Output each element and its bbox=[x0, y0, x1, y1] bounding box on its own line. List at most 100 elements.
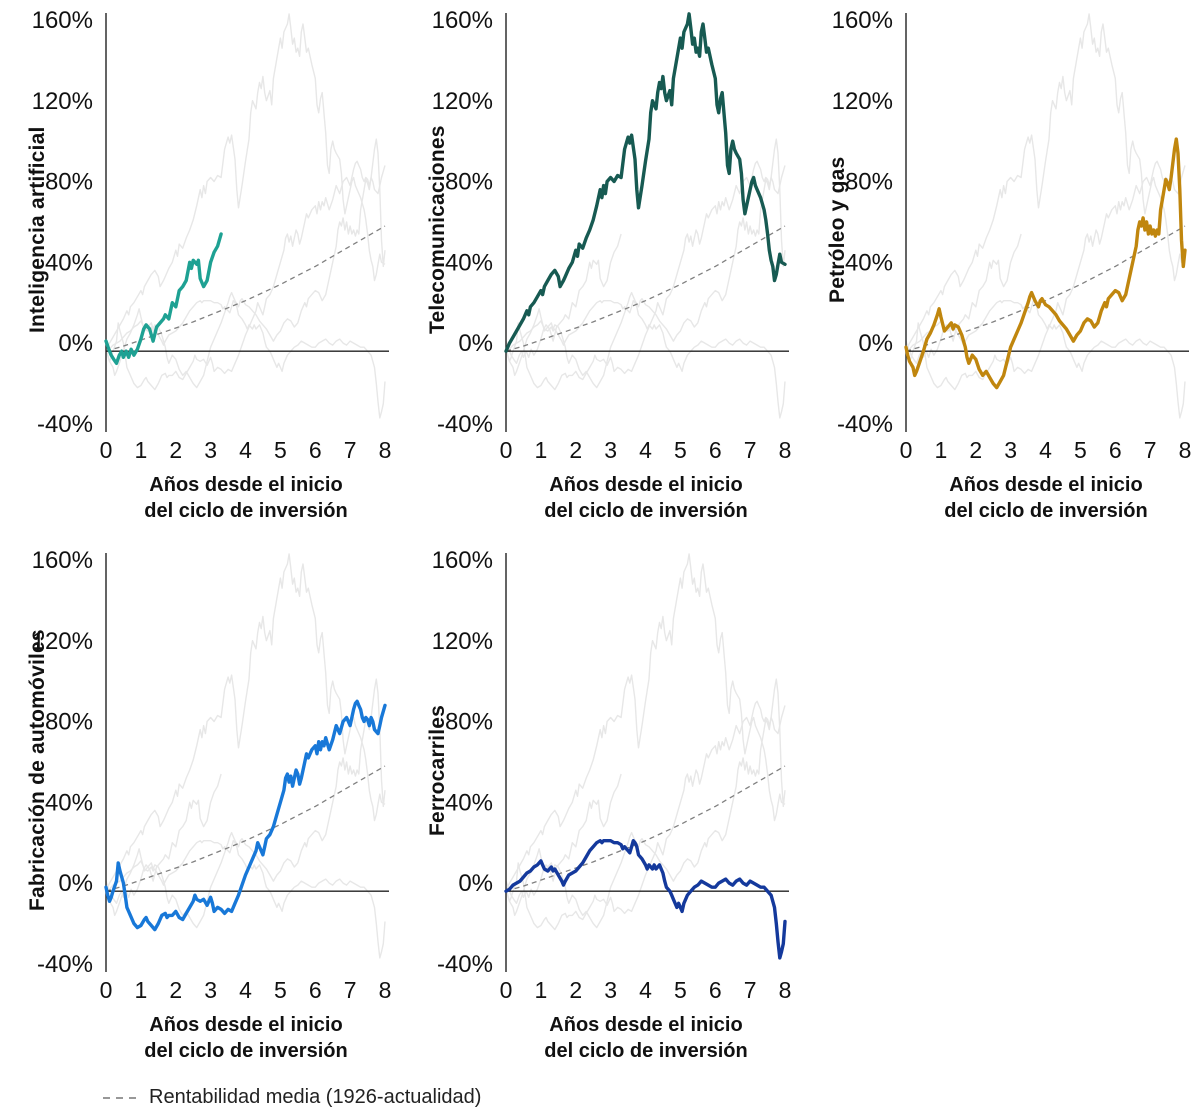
x-tick-label: 8 bbox=[779, 437, 792, 463]
x-tick-label: 8 bbox=[1179, 437, 1192, 463]
y-tick-label: -40% bbox=[37, 951, 93, 978]
x-tick-label: 7 bbox=[744, 977, 757, 1003]
y-tick-label: 160% bbox=[432, 7, 493, 34]
mean-return-line bbox=[505, 765, 786, 892]
ghost-series-line bbox=[505, 700, 786, 931]
y-tick-label: -40% bbox=[37, 411, 93, 438]
x-tick-label: 6 bbox=[309, 437, 322, 463]
mean-return-line bbox=[105, 225, 386, 352]
ghost-series-line bbox=[905, 160, 1186, 391]
ghost-series-line bbox=[105, 160, 386, 391]
sector-series-line bbox=[904, 137, 1187, 390]
y-tick-label: -40% bbox=[437, 411, 493, 438]
ghost-series-line bbox=[505, 138, 786, 389]
x-tick-label: 2 bbox=[169, 977, 182, 1003]
y-tick-label: 80% bbox=[45, 169, 93, 196]
y-tick-label: 40% bbox=[45, 789, 93, 816]
x-tick-label: 8 bbox=[379, 977, 392, 1003]
y-tick-label: 160% bbox=[432, 547, 493, 574]
x-axis-label-line2: del ciclo de inversión bbox=[544, 500, 748, 522]
y-tick-label: 160% bbox=[832, 7, 893, 34]
x-tick-label: 7 bbox=[744, 437, 757, 463]
x-axis-label-line1: Años desde el inicio bbox=[549, 1014, 743, 1036]
x-axis-label-line1: Años desde el inicio bbox=[149, 474, 343, 496]
legend-label: Rentabilidad media (1926-actualidad) bbox=[149, 1086, 482, 1108]
plot-area: 160% 120% 80% 40% 0% -40% 0 1 2 3 4 5 6 7 8 bbox=[432, 7, 792, 463]
x-tick-label: 1 bbox=[935, 437, 948, 463]
sector-series-line bbox=[104, 232, 223, 365]
x-axis-label-line1: Años desde el inicio bbox=[549, 474, 743, 496]
sector-series-line bbox=[504, 839, 787, 960]
ghost-series-line bbox=[105, 138, 386, 389]
x-axis-label-line1: Años desde el inicio bbox=[949, 474, 1143, 496]
x-tick-label: 5 bbox=[274, 977, 287, 1003]
x-tick-label: 4 bbox=[639, 977, 652, 1003]
y-tick-label: 160% bbox=[32, 7, 93, 34]
x-tick-label: 8 bbox=[379, 437, 392, 463]
x-tick-label: 3 bbox=[204, 977, 217, 1003]
x-axis-label: Años desde el inicio del ciclo de invers… bbox=[906, 472, 1186, 524]
x-tick-label: 2 bbox=[169, 437, 182, 463]
x-tick-label: 3 bbox=[604, 977, 617, 1003]
ghost-series-line bbox=[105, 678, 386, 929]
plot-area: 160% 120% 80% 40% 0% -40% 0 1 2 3 4 5 6 7 8 bbox=[832, 7, 1192, 463]
mean-return-line bbox=[505, 225, 786, 352]
plot-area: 160% 120% 80% 40% 0% -40% 0 1 2 3 4 5 6 7 8 bbox=[32, 7, 392, 463]
y-tick-label: 40% bbox=[45, 249, 93, 276]
chart-telecomunicaciones: Telecomunicaciones 160% 120% 80% 40% 0% -40% 0… bbox=[400, 0, 800, 545]
x-tick-label: 3 bbox=[604, 437, 617, 463]
x-tick-label: 1 bbox=[135, 437, 148, 463]
ghost-series-line bbox=[505, 553, 786, 892]
x-axis-label-line1: Años desde el inicio bbox=[149, 1014, 343, 1036]
x-tick-label: 1 bbox=[535, 437, 548, 463]
y-tick-label: 0% bbox=[458, 330, 493, 357]
x-tick-label: 1 bbox=[135, 977, 148, 1003]
ghost-series-line bbox=[105, 300, 386, 419]
x-axis-label: Años desde el inicio del ciclo de invers… bbox=[506, 1012, 786, 1064]
chart-petroleo-y-gas: Petróleo y gas 160% 120% 80% 40% 0% -40% 0 1 2 3 4… bbox=[800, 0, 1200, 545]
ghost-series-line bbox=[105, 553, 386, 892]
y-tick-label: 40% bbox=[845, 249, 893, 276]
x-tick-label: 5 bbox=[274, 437, 287, 463]
x-tick-label: 0 bbox=[500, 977, 513, 1003]
plot-area: 160% 120% 80% 40% 0% -40% 0 1 2 3 4 5 6 7 8 bbox=[32, 547, 392, 1003]
x-tick-label: 4 bbox=[239, 977, 252, 1003]
x-tick-label: 7 bbox=[344, 977, 357, 1003]
y-tick-label: 120% bbox=[832, 88, 893, 115]
x-tick-label: 1 bbox=[535, 977, 548, 1003]
dashed-line-swatch bbox=[103, 1096, 139, 1099]
y-tick-label: 40% bbox=[445, 789, 493, 816]
x-tick-label: 2 bbox=[969, 437, 982, 463]
y-tick-label: 120% bbox=[432, 628, 493, 655]
x-tick-label: 7 bbox=[1144, 437, 1157, 463]
chart-fabricacion-de-automoviles: Fabricación de automóviles 160% 120% 80% 40… bbox=[0, 540, 400, 1085]
x-tick-label: 6 bbox=[709, 437, 722, 463]
sector-series-line bbox=[504, 12, 787, 353]
x-tick-label: 3 bbox=[204, 437, 217, 463]
legend: Rentabilidad media (1926-actualidad) bbox=[102, 1086, 481, 1109]
y-tick-label: 120% bbox=[32, 628, 93, 655]
x-axis-label: Años desde el inicio del ciclo de invers… bbox=[506, 472, 786, 524]
ghost-series-line bbox=[905, 300, 1186, 419]
chart-inteligencia-artificial: Inteligencia artificial 160% 120% 80% 40% 0%… bbox=[0, 0, 400, 545]
x-tick-label: 5 bbox=[674, 977, 687, 1003]
ghost-series-line bbox=[505, 300, 786, 419]
y-tick-label: 80% bbox=[445, 169, 493, 196]
y-tick-label: -40% bbox=[437, 951, 493, 978]
y-tick-label: 0% bbox=[458, 870, 493, 897]
y-tick-label: 80% bbox=[445, 709, 493, 736]
x-tick-label: 6 bbox=[309, 977, 322, 1003]
x-tick-label: 3 bbox=[1004, 437, 1017, 463]
x-tick-label: 2 bbox=[569, 977, 582, 1003]
y-tick-label: 40% bbox=[445, 249, 493, 276]
x-tick-label: 2 bbox=[569, 437, 582, 463]
ghost-series-line bbox=[905, 13, 1186, 352]
y-tick-label: 0% bbox=[58, 330, 93, 357]
x-tick-label: 5 bbox=[1074, 437, 1087, 463]
x-axis-label-line2: del ciclo de inversión bbox=[144, 500, 348, 522]
x-tick-label: 6 bbox=[1109, 437, 1122, 463]
y-tick-label: 160% bbox=[32, 547, 93, 574]
y-tick-label: 0% bbox=[858, 330, 893, 357]
x-tick-label: 6 bbox=[709, 977, 722, 1003]
